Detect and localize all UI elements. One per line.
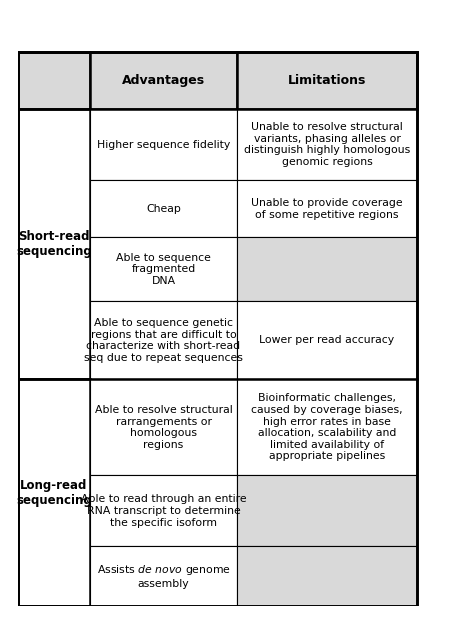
Bar bbox=[18, 109, 90, 379]
Bar bbox=[237, 109, 417, 180]
Text: Limitations: Limitations bbox=[288, 74, 366, 87]
Bar bbox=[90, 180, 237, 237]
Text: Able to read through an entire
RNA transcript to determine
the specific isoform: Able to read through an entire RNA trans… bbox=[81, 494, 246, 527]
Text: Cheap: Cheap bbox=[146, 204, 181, 214]
Text: Long-read
sequencing: Long-read sequencing bbox=[16, 479, 92, 507]
Bar bbox=[237, 237, 417, 301]
Bar bbox=[237, 379, 417, 475]
Bar bbox=[237, 52, 417, 109]
Bar bbox=[237, 301, 417, 379]
Bar bbox=[90, 547, 237, 606]
Bar bbox=[90, 52, 237, 109]
Text: Advantages: Advantages bbox=[122, 74, 205, 87]
Bar bbox=[237, 475, 417, 547]
Text: Short-read
sequencing: Short-read sequencing bbox=[16, 230, 92, 258]
Bar bbox=[90, 109, 237, 180]
Text: Unable to resolve structural
variants, phasing alleles or
distinguish highly hom: Unable to resolve structural variants, p… bbox=[244, 122, 410, 167]
Text: Able to resolve structural
rarrangements or
homologous
regions: Able to resolve structural rarrangements… bbox=[95, 405, 233, 450]
Text: Bioinformatic challenges,
caused by coverage biases,
high error rates in base
al: Bioinformatic challenges, caused by cove… bbox=[251, 393, 403, 461]
Text: Assists $\it{de\ novo}$ genome
assembly: Assists $\it{de\ novo}$ genome assembly bbox=[96, 563, 231, 589]
Text: Able to sequence
fragmented
DNA: Able to sequence fragmented DNA bbox=[116, 253, 211, 286]
Bar bbox=[18, 52, 90, 109]
Bar bbox=[90, 301, 237, 379]
Bar bbox=[90, 379, 237, 475]
Bar bbox=[237, 180, 417, 237]
Bar bbox=[237, 547, 417, 606]
Text: Higher sequence fidelity: Higher sequence fidelity bbox=[97, 140, 230, 150]
Text: Able to sequence genetic
regions that are difficult to
characterize with short-r: Able to sequence genetic regions that ar… bbox=[84, 318, 243, 363]
Text: Unable to provide coverage
of some repetitive regions: Unable to provide coverage of some repet… bbox=[251, 198, 403, 220]
Text: Lower per read accuracy: Lower per read accuracy bbox=[259, 336, 395, 346]
Bar bbox=[90, 475, 237, 547]
Bar bbox=[90, 237, 237, 301]
Bar bbox=[18, 379, 90, 606]
